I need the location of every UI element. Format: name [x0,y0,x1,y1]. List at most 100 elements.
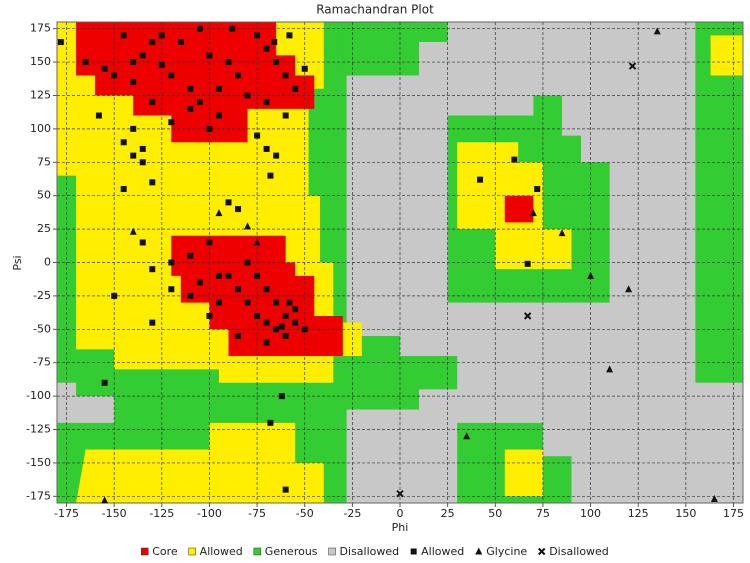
point [278,393,285,400]
region [76,22,315,143]
point [149,319,156,326]
point [149,266,156,273]
point [587,271,595,279]
legend-swatch [253,547,262,556]
point [235,206,242,213]
x-tick-label: -75 [248,507,266,520]
point [149,39,156,46]
point [558,229,566,237]
point [263,145,270,152]
x-tick-label: -175 [54,507,79,520]
y-tick-label: 125 [30,88,51,101]
point [254,272,261,279]
point [278,323,285,330]
legend-label: Disallowed [340,545,400,558]
y-axis-label: Psi [11,255,24,270]
point [710,494,718,502]
point [625,285,633,293]
legend-label: Core [152,545,178,558]
y-tick-label: 150 [30,55,51,68]
point [215,272,222,279]
point [244,92,251,99]
point [529,209,537,217]
point [606,365,614,373]
point [254,132,261,139]
point [177,39,184,46]
chart-title: Ramachandran Plot [316,3,434,17]
legend-label: Glycine [486,545,527,558]
y-tick-label: 50 [37,189,51,202]
x-tick-label: 50 [488,507,502,520]
point [215,85,222,92]
point [111,292,118,299]
point [158,61,165,68]
point [235,72,242,79]
point [244,299,251,306]
point [263,99,270,106]
point [206,239,213,246]
point [130,152,137,159]
point [130,125,137,132]
y-tick-label: 175 [30,22,51,35]
y-tick-label: 100 [30,122,51,135]
point [168,119,175,126]
y-tick-label: -150 [26,456,51,469]
point [120,32,127,39]
point [215,112,222,119]
point [187,85,194,92]
legend-label: Generous [265,545,318,558]
point [196,279,203,286]
point [396,489,404,498]
point [168,286,175,293]
point [282,72,289,79]
point [215,209,223,217]
region [504,195,534,223]
point [187,105,194,112]
point [628,62,637,70]
y-tick-label: -175 [26,489,51,502]
point [95,112,102,119]
y-tick-label: 25 [37,222,51,235]
legend-swatch [140,547,149,556]
x-tick-label: 25 [441,507,455,520]
point [158,32,165,39]
point [120,186,127,193]
x-tick-label: -50 [296,507,314,520]
legend-marker [410,548,417,555]
y-tick-label: 75 [37,155,51,168]
point [149,99,156,106]
point [235,286,242,293]
point [206,312,213,319]
point [139,52,146,59]
plot-frame [56,21,744,504]
point [57,39,64,46]
point [120,139,127,146]
y-tick-label: 0 [44,256,51,269]
point [263,339,270,346]
point [273,59,280,66]
point [101,496,109,504]
point [477,176,484,183]
point [267,419,274,426]
point [254,312,261,319]
region [710,35,743,76]
point [282,486,289,493]
point [534,186,541,193]
point [286,32,293,39]
point [149,179,156,186]
point [273,326,280,333]
x-tick-label: 0 [397,507,404,520]
x-tick-label: -100 [197,507,222,520]
point [292,319,299,326]
point [101,65,108,72]
point [101,379,108,386]
x-tick-label: 175 [723,507,744,520]
y-tick-label: -50 [33,322,51,335]
point [273,152,280,159]
legend-marker [537,547,546,556]
x-tick-label: 100 [580,507,601,520]
x-axis-label: Phi [392,521,409,534]
x-tick-label: 125 [628,507,649,520]
